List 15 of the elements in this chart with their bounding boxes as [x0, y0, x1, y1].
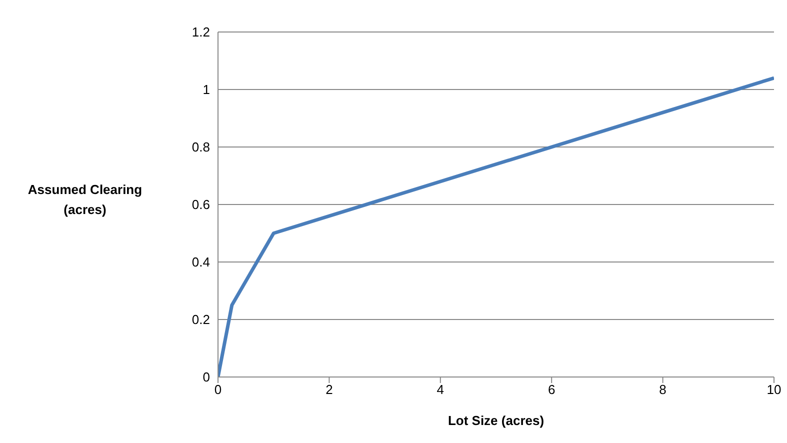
y-axis-title: Assumed Clearing (acres) [26, 181, 144, 219]
x-tick-label: 6 [548, 382, 556, 398]
x-tick-label: 10 [766, 382, 782, 398]
y-tick-label: 0.4 [192, 254, 210, 270]
y-tick-label: 0.8 [192, 140, 210, 155]
x-tick-label: 2 [326, 382, 333, 398]
y-tick-label: 0.2 [192, 312, 210, 328]
y-tick-label: 0 [202, 370, 210, 385]
y-tick-label: 1.2 [192, 24, 210, 40]
x-tick-label: 8 [659, 382, 666, 398]
x-axis-title: Lot Size (acres) [448, 413, 544, 428]
x-tick-label: 0 [214, 382, 222, 398]
x-tick-label: 4 [436, 382, 444, 398]
y-tick-label: 0.6 [192, 197, 210, 212]
y-tick-label: 1 [202, 82, 210, 98]
